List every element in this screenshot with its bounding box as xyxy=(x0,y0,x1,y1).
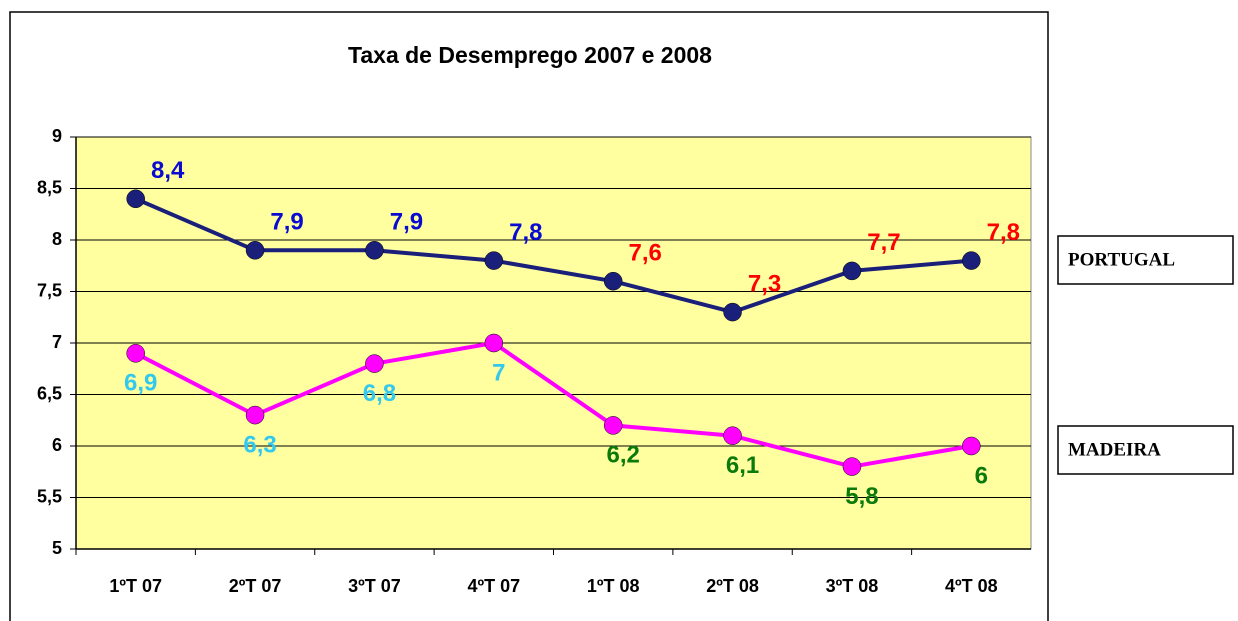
x-tick-label: 4ºT 07 xyxy=(468,576,521,596)
x-tick-label: 2ºT 07 xyxy=(229,576,282,596)
data-label: 7,3 xyxy=(748,270,781,297)
data-label: 7,8 xyxy=(509,219,542,246)
data-point xyxy=(484,251,504,270)
series-line xyxy=(134,340,972,469)
data-label: 7,9 xyxy=(270,209,303,236)
y-tick-label: 8,5 xyxy=(37,177,62,197)
data-point xyxy=(603,271,623,291)
data-point xyxy=(484,333,504,353)
data-point xyxy=(126,344,145,363)
data-point xyxy=(603,416,623,435)
data-label: 7 xyxy=(492,359,505,386)
data-point xyxy=(365,354,384,373)
data-label: 6,1 xyxy=(726,452,759,479)
data-label: 7,6 xyxy=(629,240,662,267)
y-tick-label: 6 xyxy=(52,435,62,455)
data-label: 6 xyxy=(975,462,988,489)
data-point xyxy=(962,436,981,456)
y-tick-label: 8 xyxy=(52,229,62,249)
data-point xyxy=(245,405,265,425)
data-point xyxy=(723,426,742,445)
legend-box xyxy=(1057,235,1234,285)
data-point xyxy=(842,457,862,476)
y-tick-label: 9 xyxy=(52,126,62,146)
data-label: 6,8 xyxy=(363,380,396,407)
x-tick-label: 3ºT 08 xyxy=(826,576,879,596)
data-label: 7,7 xyxy=(867,229,900,256)
data-point xyxy=(842,261,862,281)
chart-title: Taxa de Desemprego 2007 e 2008 xyxy=(348,42,712,68)
data-point xyxy=(962,251,981,270)
data-label: 5,8 xyxy=(845,483,878,510)
data-label: 7,8 xyxy=(987,219,1020,246)
data-point xyxy=(365,241,384,260)
x-tick-label: 1ºT 07 xyxy=(109,576,162,596)
data-label: 6,9 xyxy=(124,370,157,397)
x-tick-label: 4ºT 08 xyxy=(945,576,998,596)
x-tick-label: 3ºT 07 xyxy=(348,576,401,596)
legend-box xyxy=(1057,425,1234,475)
y-tick-label: 7,5 xyxy=(37,280,62,300)
data-point xyxy=(126,189,145,209)
x-tick-label: 1ºT 08 xyxy=(587,576,640,596)
legend-label: PORTUGAL xyxy=(1068,249,1175,270)
series-line xyxy=(134,196,972,315)
legend-label: MADEIRA xyxy=(1068,439,1161,460)
y-tick-label: 7 xyxy=(52,332,62,352)
data-label: 6,2 xyxy=(607,442,640,469)
x-tick-label: 2ºT 08 xyxy=(706,576,759,596)
data-point xyxy=(723,302,742,322)
y-tick-label: 5,5 xyxy=(37,486,62,506)
data-label: 6,3 xyxy=(243,431,276,458)
data-label: 7,9 xyxy=(390,209,423,236)
y-tick-label: 6,5 xyxy=(37,383,62,403)
data-label: 8,4 xyxy=(151,157,185,184)
data-point xyxy=(245,241,265,260)
y-tick-label: 5 xyxy=(52,538,62,558)
